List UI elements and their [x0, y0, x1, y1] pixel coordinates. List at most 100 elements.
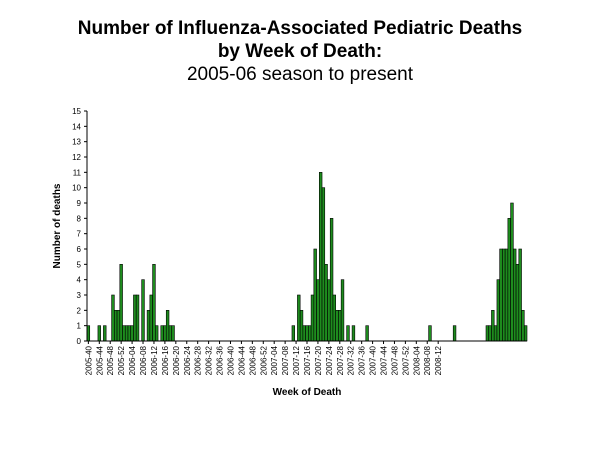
- y-tick-label: 12: [72, 153, 81, 162]
- x-tick-label: 2007-48: [390, 345, 399, 375]
- bar: [168, 325, 173, 342]
- bar: [335, 310, 339, 342]
- bar: [340, 279, 345, 342]
- x-tick-label: 2007-20: [314, 345, 323, 375]
- bar: [321, 187, 326, 342]
- y-tick-label: 2: [77, 306, 82, 315]
- bar: [313, 248, 317, 342]
- chart-title-line-1: Number of Influenza-Associated Pediatric…: [77, 18, 523, 39]
- bar: [496, 279, 500, 342]
- bar: [515, 264, 520, 342]
- bar: [111, 294, 115, 342]
- bar: [141, 279, 145, 342]
- bar: [124, 325, 129, 342]
- x-tick-label: 2006-16: [161, 345, 170, 375]
- bar: [428, 325, 432, 342]
- x-tick-label: 2008-12: [434, 345, 443, 375]
- bar: [310, 294, 315, 342]
- bar: [122, 325, 126, 342]
- bar: [305, 325, 309, 342]
- x-tick-label: 2006-04: [128, 345, 137, 375]
- x-tick-label: 2006-12: [150, 345, 159, 375]
- bar: [163, 325, 167, 342]
- x-tick-label: 2006-44: [237, 345, 246, 375]
- x-tick-label: 2007-16: [303, 345, 312, 375]
- bar: [365, 325, 369, 342]
- bar: [155, 325, 159, 342]
- bar: [502, 248, 506, 342]
- bar: [327, 279, 331, 342]
- x-tick-label: 2006-24: [183, 345, 192, 375]
- x-tick-label: 2007-12: [292, 345, 301, 375]
- chart-title-line-2: by Week of Death:: [217, 41, 383, 62]
- bar: [491, 310, 495, 342]
- x-tick-label: 2008-08: [423, 345, 432, 375]
- bar: [160, 325, 164, 342]
- x-tick-label: 2006-28: [194, 345, 203, 375]
- bar: [135, 294, 140, 342]
- x-tick-label: 2007-52: [401, 345, 410, 375]
- bar: [318, 172, 323, 342]
- bar: [332, 294, 336, 342]
- y-tick-label: 15: [72, 107, 81, 116]
- y-tick-label: 13: [72, 138, 81, 147]
- bar: [518, 248, 522, 342]
- bar: [97, 325, 101, 342]
- x-tick-label: 2007-24: [325, 345, 334, 375]
- y-tick-label: 6: [77, 245, 82, 254]
- bar: [171, 325, 175, 342]
- bar: [452, 325, 457, 342]
- bar: [149, 294, 153, 342]
- y-tick-label: 11: [73, 168, 82, 177]
- bar: [504, 248, 509, 342]
- bar: [302, 325, 306, 342]
- bar: [165, 310, 170, 342]
- bar: [297, 294, 301, 342]
- bar: [291, 325, 296, 342]
- x-tick-label: 2007-32: [347, 345, 356, 375]
- x-tick-label: 2007-04: [270, 345, 279, 375]
- bar: [116, 310, 121, 342]
- y-tick-label: 8: [77, 214, 82, 223]
- x-tick-label: 2005-52: [117, 345, 126, 375]
- x-tick-label: 2008-04: [412, 345, 421, 375]
- y-tick-label: 9: [77, 199, 82, 208]
- bar: [523, 325, 528, 342]
- bar: [485, 325, 490, 342]
- bar: [133, 294, 137, 342]
- x-tick-label: 2005-44: [95, 345, 104, 375]
- bar: [146, 310, 151, 342]
- x-tick-label: 2006-48: [248, 345, 257, 375]
- bar: [346, 325, 350, 342]
- bar: [351, 325, 356, 342]
- bar: [103, 325, 107, 342]
- y-tick-label: 1: [77, 322, 82, 331]
- bar: [316, 279, 320, 342]
- y-tick-label: 7: [77, 230, 82, 239]
- x-tick-label: 2007-36: [358, 345, 367, 375]
- bar: [299, 310, 304, 342]
- bar: [513, 248, 517, 342]
- x-tick-label: 2007-28: [336, 345, 345, 375]
- y-tick-label: 0: [77, 337, 82, 346]
- x-tick-label: 2007-40: [369, 345, 378, 375]
- x-tick-label: 2006-36: [216, 345, 225, 375]
- x-tick-label: 2006-20: [172, 345, 181, 375]
- x-tick-label: 2006-08: [139, 345, 148, 375]
- bar: [338, 310, 342, 342]
- x-tick-label: 2007-44: [380, 345, 389, 375]
- bar: [119, 264, 123, 342]
- y-tick-label: 4: [77, 276, 82, 285]
- bar: [510, 202, 514, 342]
- x-tick-label: 2007-08: [281, 345, 290, 375]
- x-tick-label: 2005-48: [106, 345, 115, 375]
- bar: [521, 310, 525, 342]
- y-axis-title: Number of deaths: [52, 183, 63, 268]
- y-tick-label: 10: [72, 184, 81, 193]
- y-tick-label: 5: [77, 260, 82, 269]
- x-tick-label: 2005-40: [84, 345, 93, 375]
- bar: [507, 218, 511, 342]
- x-tick-label: 2006-40: [226, 345, 235, 375]
- bar: [329, 218, 334, 342]
